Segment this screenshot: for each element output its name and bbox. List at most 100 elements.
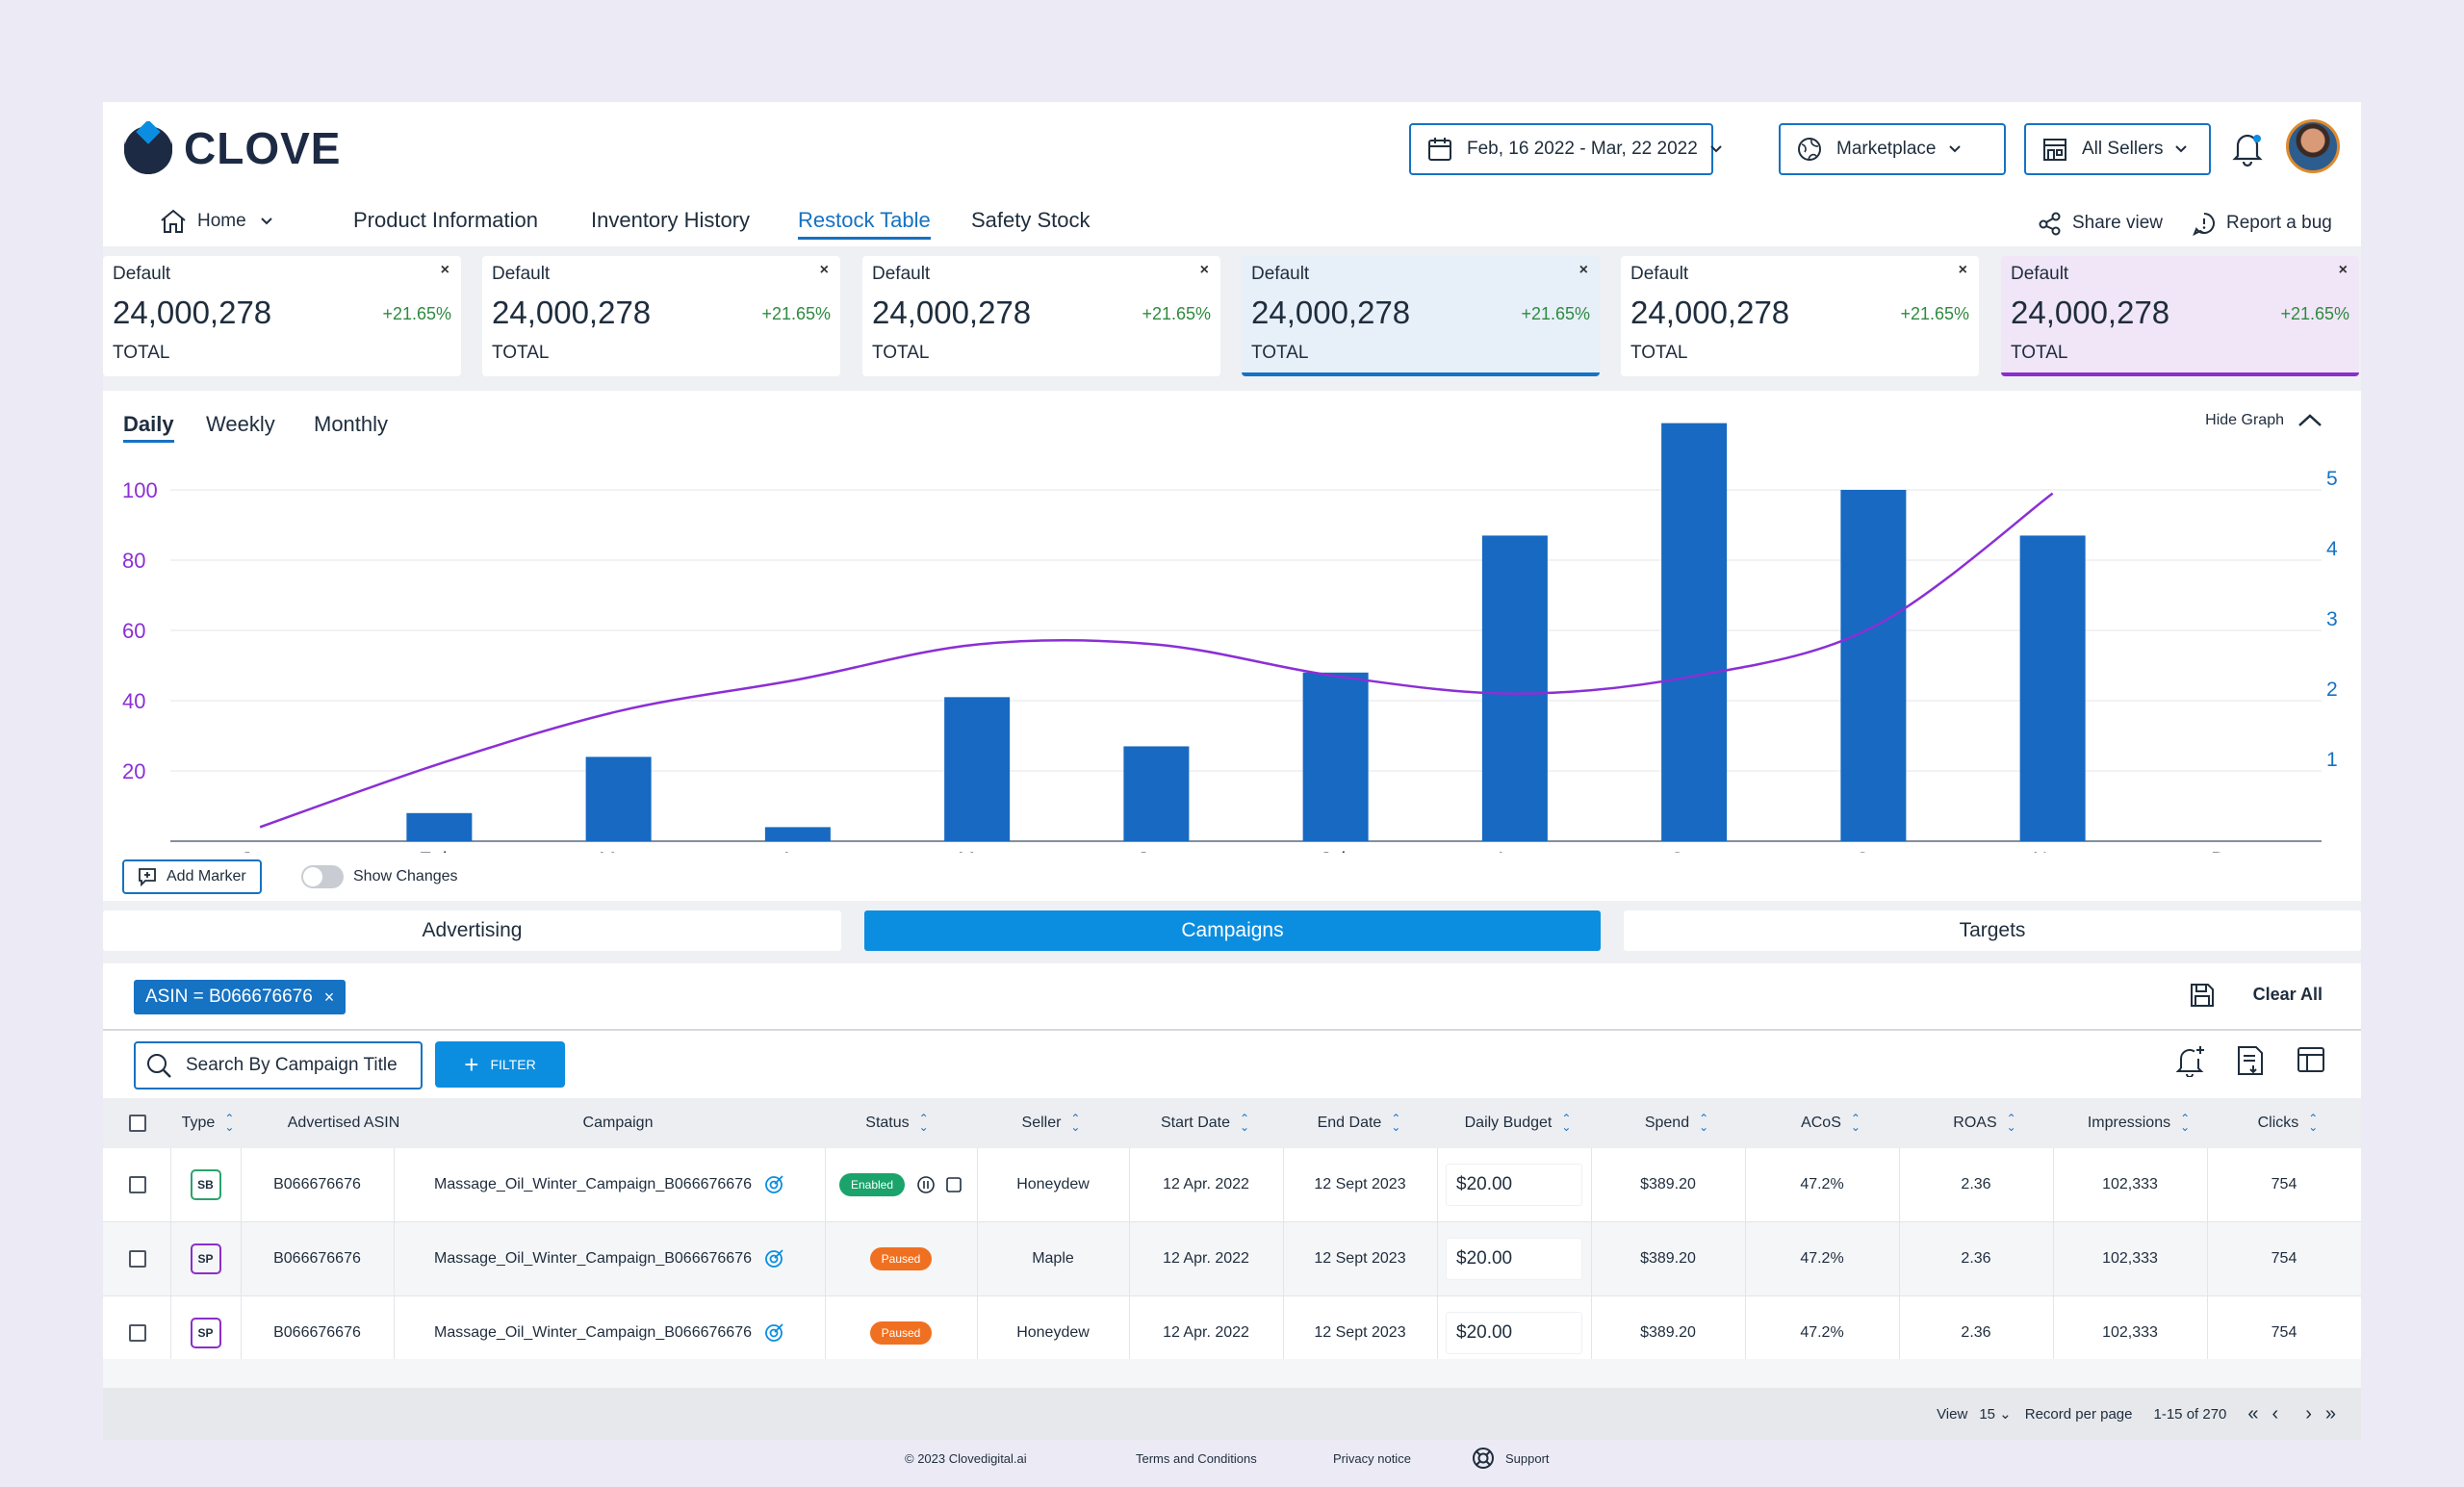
status-badge[interactable]: Paused bbox=[869, 1247, 933, 1270]
row-checkbox[interactable] bbox=[128, 1296, 147, 1370]
filter-button[interactable]: + FILTER bbox=[435, 1041, 565, 1088]
show-changes-toggle[interactable] bbox=[301, 865, 344, 888]
home-menu[interactable]: Home bbox=[159, 208, 273, 235]
table-row[interactable]: SP B066676676 Massage_Oil_Winter_Campaig… bbox=[103, 1296, 2361, 1371]
column-header[interactable]: Seller ⌃ ⌄ bbox=[974, 1098, 1128, 1148]
close-icon[interactable]: × bbox=[2338, 262, 2348, 278]
export-button[interactable] bbox=[2236, 1044, 2265, 1082]
pause-icon[interactable] bbox=[916, 1175, 936, 1194]
last-page-icon[interactable]: » bbox=[2324, 1402, 2336, 1424]
prev-page-icon[interactable]: ‹ bbox=[2272, 1402, 2279, 1424]
tab-restock-table[interactable]: Restock Table bbox=[798, 208, 931, 240]
daily-budget-input[interactable]: $20.00 bbox=[1446, 1238, 1582, 1280]
campaign-cell[interactable]: Massage_Oil_Winter_Campaign_B066676676 bbox=[394, 1148, 825, 1221]
save-filter-button[interactable] bbox=[2188, 981, 2217, 1014]
sort-icon[interactable]: ⌃ ⌄ bbox=[2308, 1112, 2319, 1134]
close-icon[interactable]: × bbox=[323, 987, 335, 1007]
checkbox[interactable] bbox=[129, 1250, 146, 1268]
checkbox[interactable] bbox=[129, 1176, 146, 1193]
report-bug-link[interactable]: Report a bug bbox=[2192, 211, 2332, 236]
alert-add-button[interactable] bbox=[2174, 1044, 2207, 1082]
close-icon[interactable]: × bbox=[440, 262, 449, 278]
sort-icon[interactable]: ⌃ ⌄ bbox=[1391, 1112, 1401, 1134]
tab-advertising[interactable]: Advertising bbox=[103, 910, 841, 951]
campaign-name[interactable]: Massage_Oil_Winter_Campaign_B066676676 bbox=[434, 1176, 752, 1192]
kpi-card-selected[interactable]: Default × 24,000,278 +21.65% TOTAL bbox=[1242, 256, 1600, 376]
search-input[interactable]: Search By Campaign Title bbox=[134, 1041, 423, 1090]
kpi-card[interactable]: Default × 24,000,278 +21.65% TOTAL bbox=[482, 256, 840, 376]
target-edit-icon[interactable] bbox=[763, 1248, 784, 1269]
target-edit-icon[interactable] bbox=[763, 1322, 784, 1344]
tab-weekly[interactable]: Weekly bbox=[206, 412, 275, 436]
sort-icon[interactable]: ⌃ ⌄ bbox=[1561, 1112, 1572, 1134]
tab-campaigns[interactable]: Campaigns bbox=[864, 910, 1601, 951]
table-row[interactable]: SB B066676676 Massage_Oil_Winter_Campaig… bbox=[103, 1148, 2361, 1222]
notifications-button[interactable] bbox=[2230, 129, 2265, 172]
asin-filter-chip[interactable]: ASIN = B066676676 × bbox=[134, 980, 346, 1014]
column-header[interactable]: ACoS ⌃ ⌄ bbox=[1754, 1098, 1908, 1148]
column-header[interactable]: Spend ⌃ ⌄ bbox=[1600, 1098, 1754, 1148]
sort-icon[interactable]: ⌃ ⌄ bbox=[1070, 1112, 1081, 1134]
campaign-name[interactable]: Massage_Oil_Winter_Campaign_B066676676 bbox=[434, 1250, 752, 1267]
per-page-select[interactable]: 15 ⌄ bbox=[1979, 1406, 2012, 1423]
first-page-icon[interactable]: « bbox=[2247, 1402, 2259, 1424]
avatar[interactable] bbox=[2286, 119, 2340, 173]
campaign-name[interactable]: Massage_Oil_Winter_Campaign_B066676676 bbox=[434, 1324, 752, 1341]
sort-icon[interactable]: ⌃ ⌄ bbox=[1239, 1112, 1250, 1134]
sort-icon[interactable]: ⌃ ⌄ bbox=[2006, 1112, 2016, 1134]
logo[interactable]: CLOVE bbox=[122, 121, 341, 175]
sort-icon[interactable]: ⌃ ⌄ bbox=[1850, 1112, 1861, 1134]
column-header[interactable]: Clicks ⌃ ⌄ bbox=[2216, 1098, 2360, 1148]
date-range-picker[interactable]: Feb, 16 2022 - Mar, 22 2022 bbox=[1409, 123, 1722, 175]
sort-icon[interactable]: ⌃ ⌄ bbox=[224, 1112, 235, 1134]
tab-product-information[interactable]: Product Information bbox=[353, 208, 538, 232]
columns-button[interactable] bbox=[2296, 1044, 2326, 1080]
campaign-cell[interactable]: Massage_Oil_Winter_Campaign_B066676676 bbox=[394, 1222, 825, 1295]
column-header[interactable]: Daily Budget ⌃ ⌄ bbox=[1436, 1098, 1600, 1148]
row-checkbox[interactable] bbox=[128, 1148, 147, 1221]
support-link[interactable]: Support bbox=[1471, 1446, 1550, 1471]
next-page-icon[interactable]: › bbox=[2305, 1402, 2312, 1424]
marketplace-select[interactable]: Marketplace bbox=[1779, 123, 2006, 175]
sort-icon[interactable]: ⌃ ⌄ bbox=[2180, 1112, 2191, 1134]
clear-all-button[interactable]: Clear All bbox=[2252, 985, 2323, 1004]
column-header[interactable]: Impressions ⌃ ⌄ bbox=[2062, 1098, 2216, 1148]
status-badge[interactable]: Enabled bbox=[838, 1173, 906, 1196]
stop-icon[interactable] bbox=[945, 1176, 962, 1193]
column-header[interactable]: Status ⌃ ⌄ bbox=[825, 1098, 969, 1148]
daily-budget-input[interactable]: $20.00 bbox=[1446, 1312, 1582, 1354]
close-icon[interactable]: × bbox=[1958, 262, 1967, 278]
kpi-card[interactable]: Default × 24,000,278 +21.65% TOTAL bbox=[1621, 256, 1979, 376]
kpi-card[interactable]: Default × 24,000,278 +21.65% TOTAL bbox=[103, 256, 461, 376]
sort-icon[interactable]: ⌃ ⌄ bbox=[1699, 1112, 1709, 1134]
share-view-link[interactable]: Share view bbox=[2038, 211, 2163, 236]
sort-icon[interactable]: ⌃ ⌄ bbox=[918, 1112, 929, 1134]
table-row[interactable]: SP B066676676 Massage_Oil_Winter_Campaig… bbox=[103, 1222, 2361, 1296]
tab-monthly[interactable]: Monthly bbox=[314, 412, 389, 436]
column-header[interactable]: Start Date ⌃ ⌄ bbox=[1128, 1098, 1282, 1148]
select-all-checkbox[interactable] bbox=[128, 1098, 147, 1148]
checkbox[interactable] bbox=[129, 1324, 146, 1342]
kpi-card-selected[interactable]: Default × 24,000,278 +21.65% TOTAL bbox=[2001, 256, 2359, 376]
sellers-select[interactable]: All Sellers bbox=[2024, 123, 2211, 175]
tab-inventory-history[interactable]: Inventory History bbox=[591, 208, 751, 232]
hide-graph-button[interactable]: Hide Graph bbox=[2205, 412, 2323, 429]
add-marker-button[interactable]: Add Marker bbox=[122, 859, 262, 894]
target-edit-icon[interactable] bbox=[763, 1174, 784, 1195]
close-icon[interactable]: × bbox=[1199, 262, 1209, 278]
tab-daily[interactable]: Daily bbox=[123, 412, 174, 443]
tab-targets[interactable]: Targets bbox=[1624, 910, 2361, 951]
status-badge[interactable]: Paused bbox=[869, 1321, 933, 1345]
campaign-cell[interactable]: Massage_Oil_Winter_Campaign_B066676676 bbox=[394, 1296, 825, 1370]
close-icon[interactable]: × bbox=[819, 262, 829, 278]
column-header[interactable]: Type ⌃ ⌄ bbox=[172, 1098, 244, 1148]
daily-budget-input[interactable]: $20.00 bbox=[1446, 1164, 1582, 1206]
checkbox[interactable] bbox=[129, 1115, 146, 1132]
row-checkbox[interactable] bbox=[128, 1222, 147, 1295]
terms-link[interactable]: Terms and Conditions bbox=[1136, 1451, 1257, 1466]
close-icon[interactable]: × bbox=[1578, 262, 1588, 278]
kpi-card[interactable]: Default × 24,000,278 +21.65% TOTAL bbox=[862, 256, 1220, 376]
tab-safety-stock[interactable]: Safety Stock bbox=[971, 208, 1091, 232]
column-header[interactable]: End Date ⌃ ⌄ bbox=[1282, 1098, 1436, 1148]
privacy-link[interactable]: Privacy notice bbox=[1333, 1451, 1411, 1466]
